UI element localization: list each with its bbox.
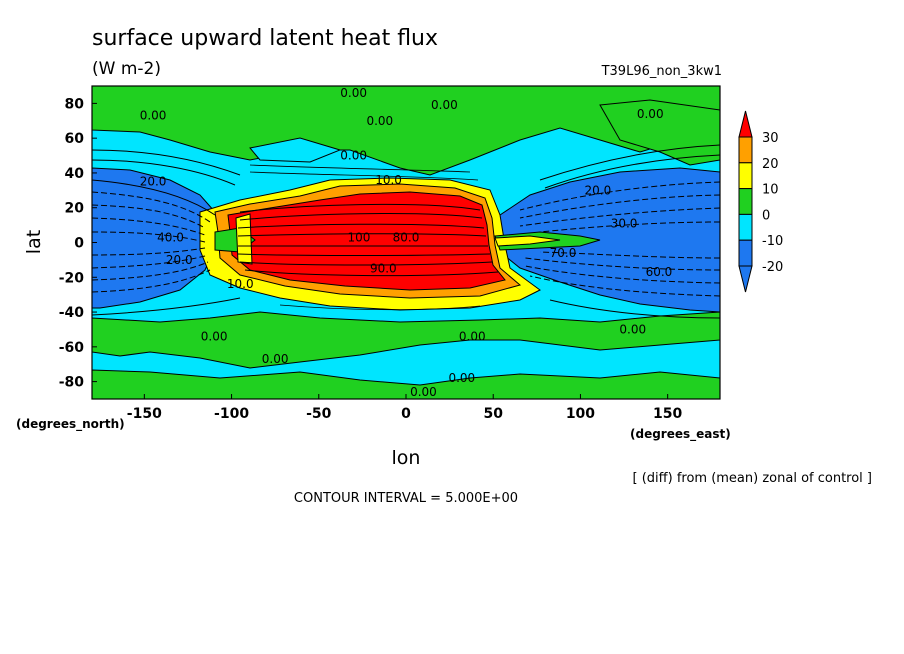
contour-label: 100 [347,230,370,244]
y-tick-label: 80 [65,96,85,112]
y-tick-label: 40 [65,166,85,182]
contour-label: 0.00 [340,149,367,163]
contour-label: 60.0 [646,265,673,279]
region-east-blue [499,167,720,313]
y-tick-label: -60 [59,340,85,356]
x-axis-label: lon [392,447,421,469]
chart-title: surface upward latent heat flux [92,26,438,51]
contour-label: 0.00 [262,352,289,366]
colorbar-tick-label: 20 [762,157,779,172]
run-label: T39L96_non_3kw1 [601,64,722,79]
contour-label: 70.0 [550,246,577,260]
colorbar: 30 20 10 0 -10 -20 [738,110,783,293]
contour-label: 10.0 [375,173,402,187]
colorbar-box [738,188,753,215]
contour-label: 30.0 [611,216,638,230]
contour-label: 0.00 [201,329,228,343]
contour-lines [92,144,720,319]
y-axis-label: lat [23,230,45,254]
colorbar-box [738,239,753,267]
x-tick-label: 0 [401,406,411,422]
x-unit-label: (degrees_east) [630,427,731,442]
contour-label: 0.00 [340,86,367,100]
y-axis-ticks: -80 -60 -40 -20 0 20 40 60 80 [59,96,97,391]
x-axis-ticks: -150 -100 -50 0 50 100 150 [127,394,683,422]
colorbar-box [738,162,753,190]
y-tick-label: 0 [74,236,84,252]
region-south-green-2 [92,369,720,399]
y-unit-label: (degrees_north) [16,417,125,432]
contour-label: 90.0 [370,262,397,276]
region-red [227,191,506,291]
contour-label: 0.00 [619,322,646,336]
region-south-green [92,311,720,369]
contour-label: 80.0 [393,230,420,244]
contour-label: 0.00 [366,114,393,128]
y-tick-label: 60 [65,131,85,147]
colorbar-tick-label: -20 [762,260,783,275]
colorbar-tick-label: 10 [762,183,779,198]
contour-label: 0.00 [637,107,664,121]
region-east-tongue-yellow [494,235,561,247]
contour-label: 20.0 [140,175,167,189]
contour-label: 10.0 [227,277,254,291]
contour-label: 0.00 [431,98,458,112]
contour-field [92,86,720,399]
colorbar-box [738,136,753,164]
x-tick-label: -50 [306,406,332,422]
colorbar-box [738,213,753,241]
y-tick-label: 20 [65,201,85,217]
x-tick-label: 150 [653,406,682,422]
y-tick-label: -80 [59,375,85,391]
contour-label: 20.0 [585,183,612,197]
contour-label: 0.00 [448,371,475,385]
contour-label: 0.00 [410,385,437,399]
x-tick-label: -100 [214,406,249,422]
y-tick-label: -40 [59,305,85,321]
colorbar-lower-extend [738,265,753,293]
x-tick-label: 50 [483,406,503,422]
contour-label: 40.0 [157,230,184,244]
chart-units: (W m-2) [92,59,161,79]
region-north-green-east [599,99,720,166]
colorbar-tick-label: 0 [762,208,770,223]
x-tick-label: 100 [566,406,595,422]
contour-label: 0.00 [140,109,167,123]
contour-label: 0.00 [459,329,486,343]
colorbar-tick-label: 30 [762,131,779,146]
contour-label: 20.0 [166,253,193,267]
region-west-yellow [235,213,253,265]
contour-interval: CONTOUR INTERVAL = 5.000E+00 [294,491,518,506]
colorbar-tick-label: -10 [762,234,783,249]
anomaly-note: [ (diff) from (mean) zonal of control ] [633,471,872,486]
colorbar-upper-extend [738,110,753,138]
region-north-blue-pocket [249,137,342,163]
x-tick-label: -150 [127,406,162,422]
y-tick-label: -20 [59,270,85,286]
contour-labels: 0.00 0.00 0.00 0.00 0.00 0.00 10.0 20.0 20.0 30.0… [140,86,673,399]
